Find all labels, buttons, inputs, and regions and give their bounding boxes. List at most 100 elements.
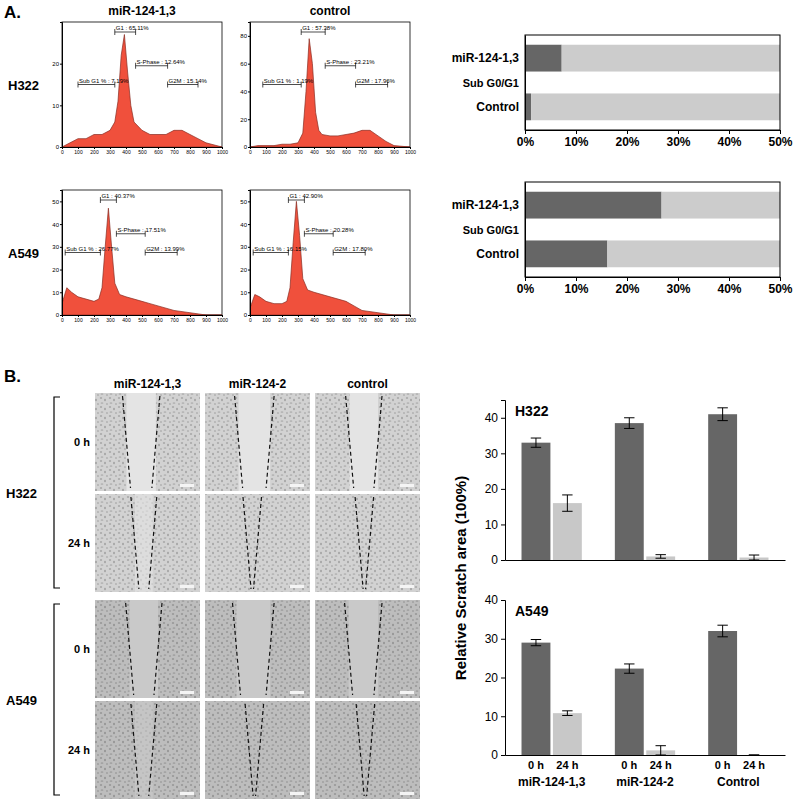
tick: 40% [717, 130, 741, 149]
tick: 500 [326, 315, 335, 323]
tick-label: 500 [138, 149, 147, 155]
bar [562, 45, 780, 72]
axis-line [506, 560, 786, 561]
axis-line [60, 191, 63, 316]
axis: 01020304050 [240, 191, 250, 319]
bar [615, 669, 644, 755]
tick-label: 700 [358, 149, 367, 155]
tick-label: 40 [240, 89, 247, 95]
plot-frame [250, 22, 410, 147]
tick-mark [501, 716, 505, 717]
bar-chart: 010203040H322 [485, 401, 786, 568]
tick-label: miR-124-1,3 [452, 51, 520, 65]
tick: 400 [310, 315, 319, 323]
tick: 80 [240, 33, 250, 39]
tick-label: 10 [485, 518, 499, 532]
tick-mark [780, 277, 781, 281]
bar-label: 0 h [528, 759, 544, 771]
tick-label: 0% [517, 282, 535, 296]
scratch-image [315, 393, 420, 491]
row-label: A549 [6, 693, 37, 708]
tick-label: 0% [517, 135, 535, 149]
plot-area [250, 29, 410, 147]
tick-label: 1000 [405, 149, 416, 155]
tick-label: 600 [154, 149, 163, 155]
tick: 40 [485, 411, 505, 425]
tick: 700 [358, 147, 367, 155]
gate-label: G2M : 13.99% [146, 246, 185, 252]
tick: 1000 [405, 147, 416, 155]
tick: 10 [485, 518, 505, 532]
error-bar [656, 746, 666, 755]
tick-label: 40% [717, 135, 741, 149]
tick-label: 900 [202, 149, 211, 155]
tick-label: 60 [240, 61, 247, 67]
axis-line [526, 278, 781, 282]
tick-label: 200 [278, 149, 287, 155]
tick: 50 [52, 199, 62, 205]
plot-area [522, 408, 769, 560]
bar-label: 24 h [650, 759, 672, 771]
error-bar [562, 495, 572, 511]
bar-label: 24 h [743, 759, 765, 771]
tick: 100 [262, 147, 271, 155]
scratch-image [315, 600, 420, 698]
gate-label: G1 : 42.90% [289, 193, 323, 199]
tick: 20% [615, 277, 639, 296]
plot-frame [525, 35, 780, 130]
gate-label: G1 : 57.38% [302, 25, 336, 31]
tick-mark [525, 277, 526, 281]
bar-label: 0 h [715, 759, 731, 771]
tick-label: 40 [485, 411, 499, 425]
tick: 40 [240, 222, 250, 228]
scratch-image [95, 393, 200, 491]
bracket [54, 604, 60, 795]
tick-label: 900 [390, 317, 399, 323]
tick: 1000 [217, 315, 228, 323]
column-label: miR-124-1,3 [108, 4, 176, 18]
tick-label: 20 [52, 61, 59, 67]
tick: 30 [485, 632, 505, 646]
tick-mark [60, 315, 62, 316]
tick-label: 30% [666, 282, 690, 296]
tick: 200 [90, 147, 99, 155]
tick-mark [678, 277, 679, 281]
error-bar [717, 625, 727, 637]
tick: 0 [244, 312, 250, 318]
tick-label: 100 [74, 149, 83, 155]
histogram-area [250, 201, 410, 315]
tick: 400 [122, 147, 131, 155]
tick: 300 [294, 315, 303, 323]
tick-mark [501, 755, 505, 756]
bar [522, 443, 551, 560]
tick: 0% [517, 130, 535, 149]
tick-label: 200 [90, 149, 99, 155]
tick-label: 10% [564, 282, 588, 296]
tick: 20 [240, 117, 250, 123]
tick-label: miR-124-2 [616, 775, 674, 789]
tick-mark [501, 524, 505, 525]
tick-label: 0 [56, 312, 60, 318]
axis-line [501, 601, 506, 756]
tick-mark [248, 292, 250, 293]
tick: 1000 [217, 147, 228, 155]
tick: 0 [491, 748, 505, 762]
tick: 600 [154, 315, 163, 323]
tick: 500 [138, 315, 147, 323]
tick-label: Control [717, 775, 760, 789]
gate-label: G2M : 15.14% [169, 78, 208, 84]
tick-mark [60, 224, 62, 225]
error-bar [656, 555, 666, 559]
gate-label: Sub G1 % : 1.19% [264, 78, 314, 84]
scratch-image [315, 701, 420, 799]
tick: miR-124-1,3 [452, 51, 520, 65]
axis: 01002003004005006007008009001000 [249, 147, 416, 155]
tick: 900 [202, 315, 211, 323]
tick: 900 [390, 315, 399, 323]
tick: 30 [485, 447, 505, 461]
tick: miR-124-2 [616, 775, 674, 789]
gate-label: S-Phase : 20.28% [305, 227, 354, 233]
tick: 40% [717, 277, 741, 296]
bar [522, 643, 551, 755]
tick-label: 50 [52, 199, 59, 205]
